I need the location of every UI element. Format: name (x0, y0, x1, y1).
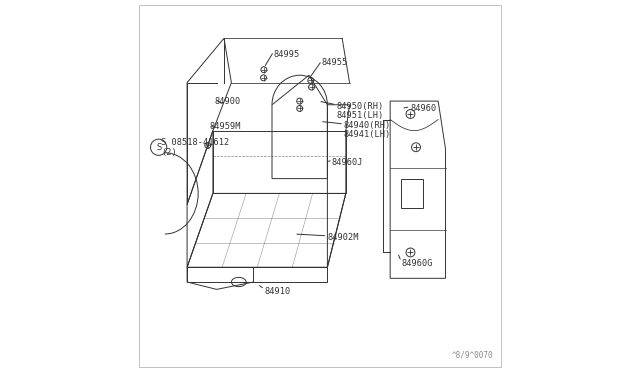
Text: 84960J: 84960J (331, 157, 363, 167)
Text: 84902M: 84902M (328, 233, 359, 242)
Text: 84959M: 84959M (209, 122, 241, 131)
Text: 84940(RH): 84940(RH) (344, 121, 391, 129)
Text: 84941(LH): 84941(LH) (344, 130, 391, 139)
Text: 84995: 84995 (274, 51, 300, 60)
Text: ^8/9^0070: ^8/9^0070 (452, 350, 493, 359)
Text: 84955: 84955 (322, 58, 348, 67)
Text: S: S (156, 143, 161, 152)
Text: 84951(LH): 84951(LH) (337, 111, 384, 121)
Text: 84910: 84910 (264, 287, 291, 296)
Text: 84950(RH): 84950(RH) (337, 102, 384, 111)
Text: 84960: 84960 (410, 104, 436, 113)
Text: S 08518-41612
(2): S 08518-41612 (2) (161, 138, 230, 157)
Text: 84900: 84900 (215, 97, 241, 106)
Text: 84960G: 84960G (401, 259, 433, 268)
